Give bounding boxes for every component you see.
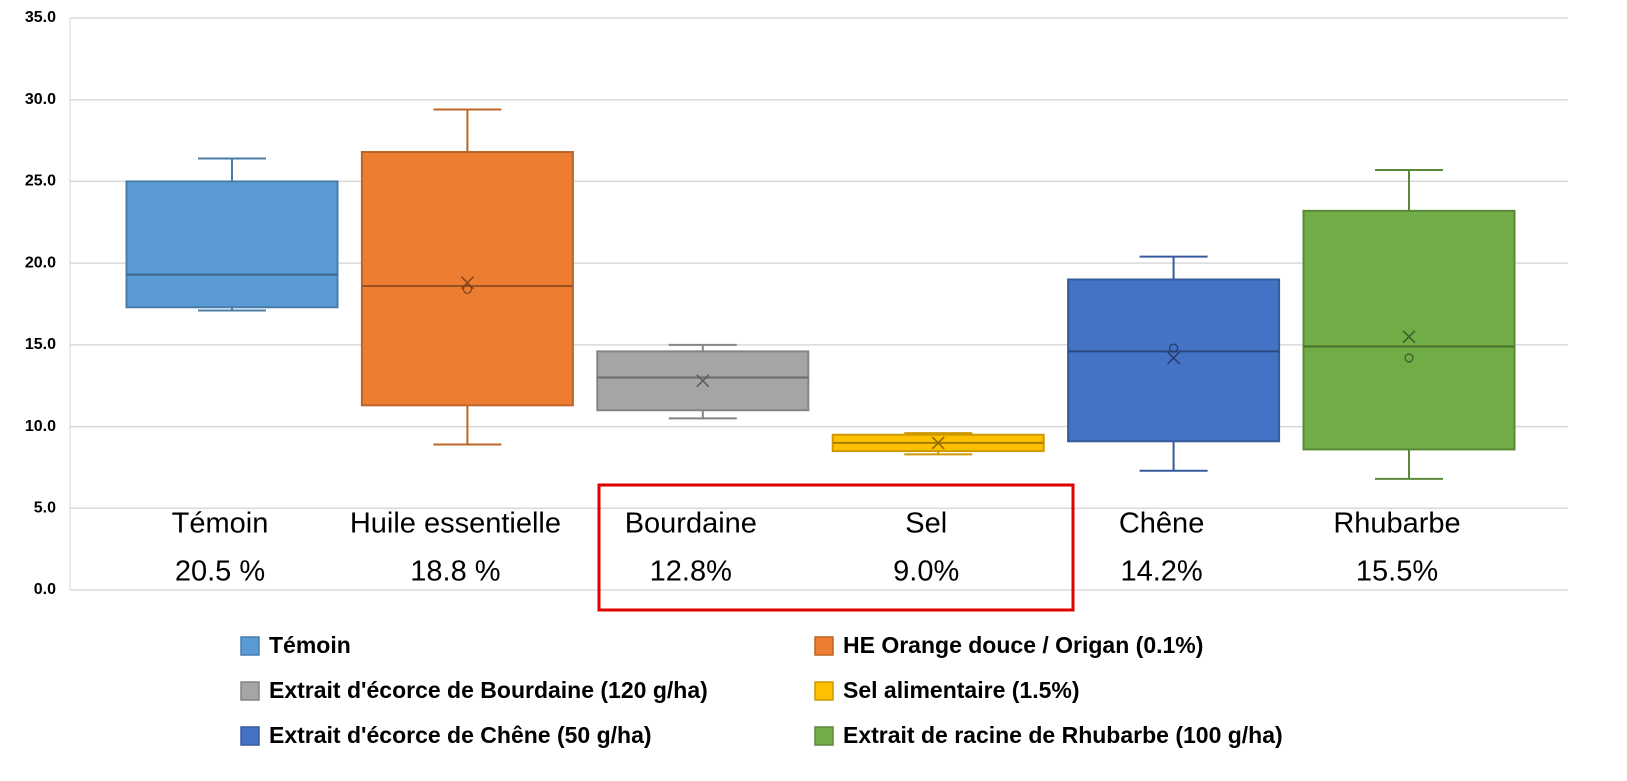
mean-marker xyxy=(1167,351,1181,365)
annotation-label: Rhubarbe xyxy=(1333,508,1460,540)
box-group xyxy=(125,157,339,312)
y-tick-label: 35.0 xyxy=(25,9,56,26)
box-group xyxy=(1302,168,1516,480)
mean-marker xyxy=(1402,330,1416,344)
box-group xyxy=(1067,255,1281,472)
box xyxy=(360,151,574,407)
legend-label: Extrait de racine de Rhubarbe (100 g/ha) xyxy=(843,722,1283,748)
annotation-value: 15.5% xyxy=(1356,556,1438,588)
box xyxy=(1302,209,1516,451)
legend-swatch xyxy=(814,636,834,656)
mean-marker xyxy=(696,374,710,388)
annotation-label: Bourdaine xyxy=(625,508,757,540)
y-tick-label: 5.0 xyxy=(34,500,56,517)
legend-swatch xyxy=(814,726,834,746)
legend-label: Témoin xyxy=(269,632,351,658)
box xyxy=(1067,278,1281,443)
annotation-label: Chêne xyxy=(1119,508,1204,540)
mean-marker xyxy=(460,276,474,290)
annotation-value: 18.8 % xyxy=(410,556,500,588)
annotation-label: Témoin xyxy=(172,508,269,540)
inner-point xyxy=(1404,353,1414,363)
annotation-label: Huile essentielle xyxy=(350,508,561,540)
y-tick-label: 0.0 xyxy=(34,581,56,598)
mean-marker xyxy=(931,436,945,450)
y-tick-label: 30.0 xyxy=(25,91,56,108)
legend-swatch xyxy=(240,636,260,656)
box-group xyxy=(596,343,810,420)
box xyxy=(596,350,810,412)
legend-swatch xyxy=(814,681,834,701)
y-tick-label: 10.0 xyxy=(25,418,56,435)
annotation-label: Sel xyxy=(905,508,947,540)
y-tick-label: 25.0 xyxy=(25,173,56,190)
box-group xyxy=(831,432,1045,456)
legend-label: Extrait d'écorce de Chêne (50 g/ha) xyxy=(269,722,652,748)
y-tick-label: 15.0 xyxy=(25,336,56,353)
legend-label: Sel alimentaire (1.5%) xyxy=(843,677,1080,703)
annotation-value: 20.5 % xyxy=(175,556,265,588)
legend-label: HE Orange douce / Origan (0.1%) xyxy=(843,632,1203,658)
box-group xyxy=(360,108,574,446)
box xyxy=(125,180,339,309)
inner-point xyxy=(1168,343,1179,353)
inner-point xyxy=(462,284,473,294)
annotation-value: 12.8% xyxy=(650,556,732,588)
annotation-value: 14.2% xyxy=(1120,556,1202,588)
legend-swatch xyxy=(240,726,260,746)
legend-swatch xyxy=(240,681,260,701)
y-tick-label: 20.0 xyxy=(25,254,56,271)
legend-label: Extrait d'écorce de Bourdaine (120 g/ha) xyxy=(269,677,708,703)
highlight-frame xyxy=(597,483,1075,612)
annotation-value: 9.0% xyxy=(893,556,959,588)
